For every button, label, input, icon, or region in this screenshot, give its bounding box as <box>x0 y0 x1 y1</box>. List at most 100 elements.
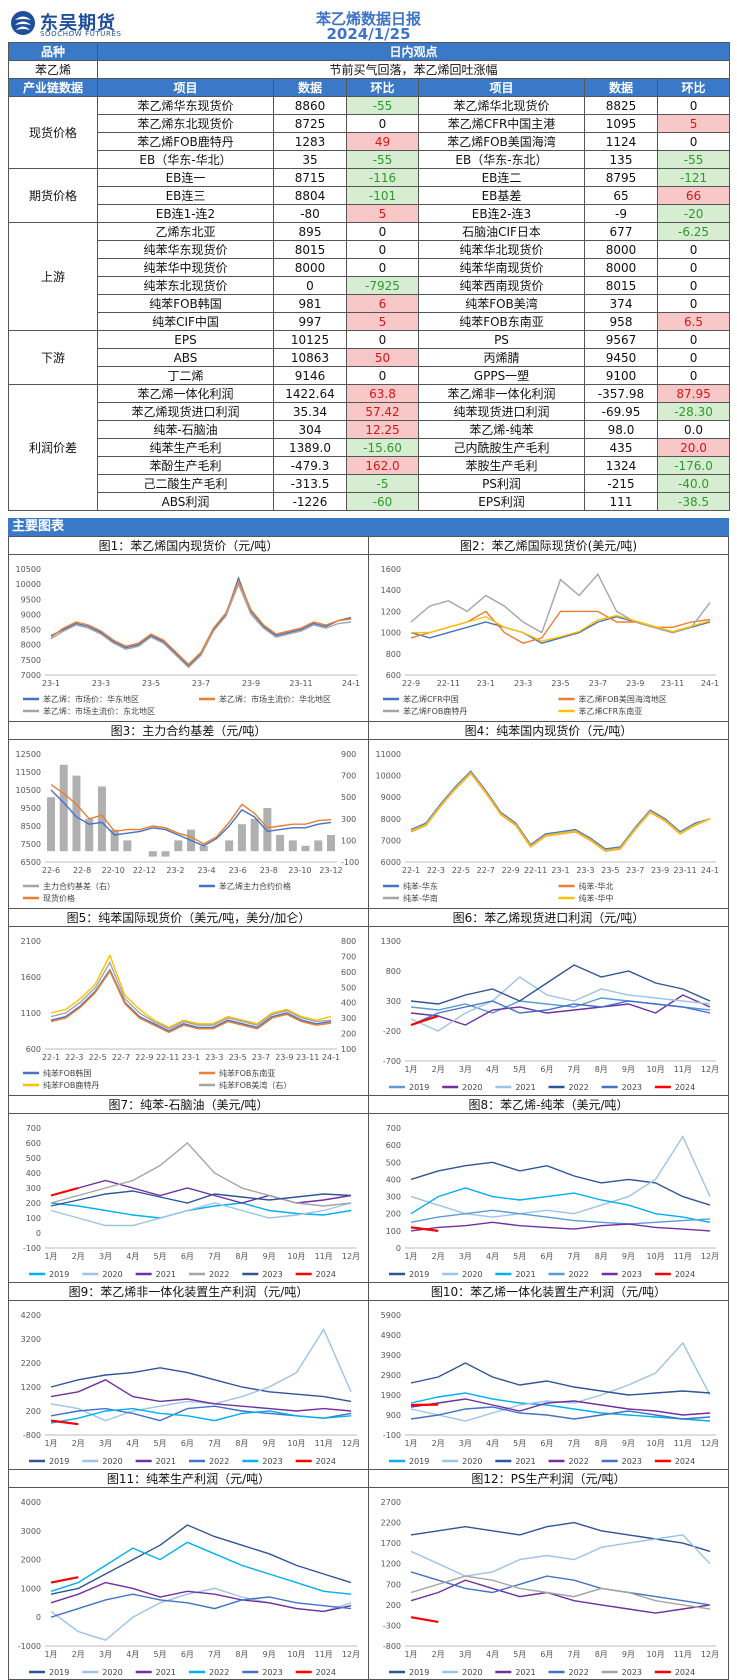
x-tick-label: 22-6 <box>42 866 60 875</box>
value-right-cell: 98.0 <box>584 420 658 439</box>
x-tick-label: 9月 <box>622 1439 635 1448</box>
series-line <box>50 953 332 1029</box>
legend-label: 2020 <box>462 1083 482 1092</box>
soochow-logo-icon <box>11 11 35 35</box>
table-row: 利润价差 苯乙烯一体化利润 1422.64 63.8 苯乙烯非一体化利润 -357.98 8… <box>8 384 731 511</box>
basis-bar <box>276 835 285 852</box>
change-left-cell: 0 <box>346 114 419 133</box>
basis-bar <box>59 764 68 852</box>
x-tick-label: 10月 <box>287 1650 305 1659</box>
value-right-cell: -215 <box>584 474 658 493</box>
y-tick-label: 7500 <box>21 656 41 665</box>
x-tick-label: 8月 <box>595 1650 608 1659</box>
legend-label: 2023 <box>262 1457 282 1466</box>
series-line <box>410 1534 711 1577</box>
y-tick-label: 500 <box>386 1158 401 1167</box>
legend-label: 苯乙烯CFR中国 <box>403 694 459 704</box>
x-tick-label: 10月 <box>647 1252 665 1261</box>
x-tick-label: 5月 <box>513 1650 526 1659</box>
y2-tick-label: 500 <box>341 983 356 992</box>
y-tick-label: 400 <box>26 1169 41 1178</box>
change-right-cell: -38.5 <box>656 492 731 511</box>
value-right-cell: 435 <box>584 438 658 457</box>
y-tick-label: 6000 <box>381 858 401 867</box>
legend-label: 2022 <box>209 1668 229 1677</box>
value-left-cell: 1389.0 <box>273 438 347 457</box>
item-right-cell: 苯乙烯CFR中国主港 <box>418 114 585 133</box>
change-right-cell: -176.0 <box>656 456 731 475</box>
legend-label: 苯乙烯：市场主流价：华北地区 <box>219 694 331 704</box>
series-line <box>410 1000 711 1026</box>
item-right-cell: EPS利润 <box>418 492 585 511</box>
x-tick-label: 4月 <box>126 1439 139 1448</box>
change-left-cell: -60 <box>346 492 419 511</box>
y-tick-label: 7000 <box>21 671 41 680</box>
x-tick-label: 5月 <box>513 1065 526 1074</box>
item-right-cell: 苯胺生产毛利 <box>418 456 585 475</box>
x-tick-label: 6月 <box>540 1439 553 1448</box>
x-tick-label: 1月 <box>404 1439 417 1448</box>
legend-label: 2021 <box>515 1083 535 1092</box>
value-left-cell: 35 <box>273 150 347 169</box>
series-line <box>410 1226 439 1232</box>
y2-tick-label: 100 <box>341 1045 356 1054</box>
x-tick-label: 12月 <box>342 1252 360 1261</box>
y-tick-label: 7000 <box>381 836 401 845</box>
x-tick-label: 10月 <box>287 1252 305 1261</box>
item-left-cell: 苯乙烯FOB鹿特丹 <box>97 132 274 151</box>
y-tick-label: 300 <box>386 1193 401 1202</box>
series-line <box>50 1576 79 1584</box>
x-tick-label: 4月 <box>486 1439 499 1448</box>
x-tick-label: 3月 <box>99 1650 112 1659</box>
x-tick-label: 11月 <box>315 1650 333 1659</box>
x-tick-label: 3月 <box>99 1439 112 1448</box>
basis-bar <box>199 845 208 852</box>
y-tick-label: -200 <box>383 1027 401 1036</box>
change-left-cell: 0 <box>346 330 419 349</box>
item-header-left: 项目 <box>97 78 274 97</box>
value-right-cell: 111 <box>584 492 658 511</box>
x-tick-label: 12月 <box>342 1650 360 1659</box>
x-tick-label: 1月 <box>404 1650 417 1659</box>
y-tick-label: 6500 <box>21 858 41 867</box>
y-tick-label: -300 <box>383 1621 401 1630</box>
change-left-cell: 0 <box>346 258 419 277</box>
x-tick-label: 10月 <box>647 1650 665 1659</box>
y-tick-label: 8000 <box>381 815 401 824</box>
change-left-cell: 49 <box>346 132 419 151</box>
series-line <box>50 1524 352 1595</box>
value-left-cell: 0 <box>273 276 347 295</box>
chart-title: 图1：苯乙烯国内现货价（元/吨） <box>9 537 368 555</box>
x-tick-label: 2月 <box>72 1650 85 1659</box>
series-line <box>50 1179 352 1204</box>
series-line <box>50 1202 352 1219</box>
chart-panel-6: 图6：苯乙烯现货进口利润（元/吨） 1300 800 300 -200 -700 1月 2月 3… <box>369 909 728 1096</box>
x-tick-label: 11月 <box>674 1065 692 1074</box>
x-tick-label: 23-2 <box>166 866 184 875</box>
legend-label: 2022 <box>569 1668 589 1677</box>
y-tick-label: 1600 <box>21 973 41 982</box>
x-tick-label: 23-9 <box>626 679 644 688</box>
variety-header: 品种 <box>8 42 98 61</box>
x-tick-label: 23-11 <box>661 679 684 688</box>
legend-label: 2024 <box>675 1270 695 1279</box>
x-tick-label: 6月 <box>540 1252 553 1261</box>
table-row: 苯乙烯东北现货价 8725 0 苯乙烯CFR中国主港 1095 5 <box>9 114 731 133</box>
table-row: 己二酸生产毛利 -313.5 -5 PS利润 -215 -40.0 <box>9 474 731 493</box>
x-tick-label: 22-5 <box>89 1053 107 1062</box>
x-tick-label: 4月 <box>486 1252 499 1261</box>
value-right-cell: -69.95 <box>584 402 658 421</box>
change-left-cell: -15.60 <box>346 438 419 457</box>
y-tick-label: 8500 <box>21 626 41 635</box>
value-right-cell: 8825 <box>584 96 658 115</box>
series-line <box>50 582 352 669</box>
series-line <box>50 789 332 847</box>
change-right-cell: 0 <box>656 348 731 367</box>
series-line <box>411 614 711 642</box>
value-right-cell: 1095 <box>584 114 658 133</box>
view-header: 日内观点 <box>96 42 731 61</box>
legend-label: 2022 <box>569 1457 589 1466</box>
x-tick-label: 23-12 <box>319 866 342 875</box>
legend-label: 2021 <box>156 1270 176 1279</box>
series-line <box>410 1341 711 1422</box>
